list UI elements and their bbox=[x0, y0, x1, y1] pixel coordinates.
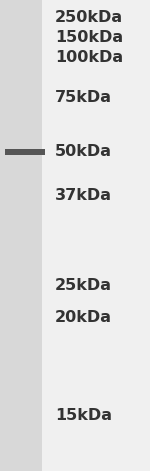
Text: 100kDa: 100kDa bbox=[55, 50, 123, 65]
Bar bbox=[5, 149, 45, 155]
Text: 15kDa: 15kDa bbox=[55, 407, 112, 422]
Text: 75kDa: 75kDa bbox=[55, 90, 112, 106]
Text: 20kDa: 20kDa bbox=[55, 310, 112, 325]
Text: 50kDa: 50kDa bbox=[55, 145, 112, 160]
Text: 250kDa: 250kDa bbox=[55, 10, 123, 25]
Text: 37kDa: 37kDa bbox=[55, 187, 112, 203]
Bar bbox=[0, 0, 42, 471]
Text: 25kDa: 25kDa bbox=[55, 277, 112, 292]
Text: 150kDa: 150kDa bbox=[55, 31, 123, 46]
